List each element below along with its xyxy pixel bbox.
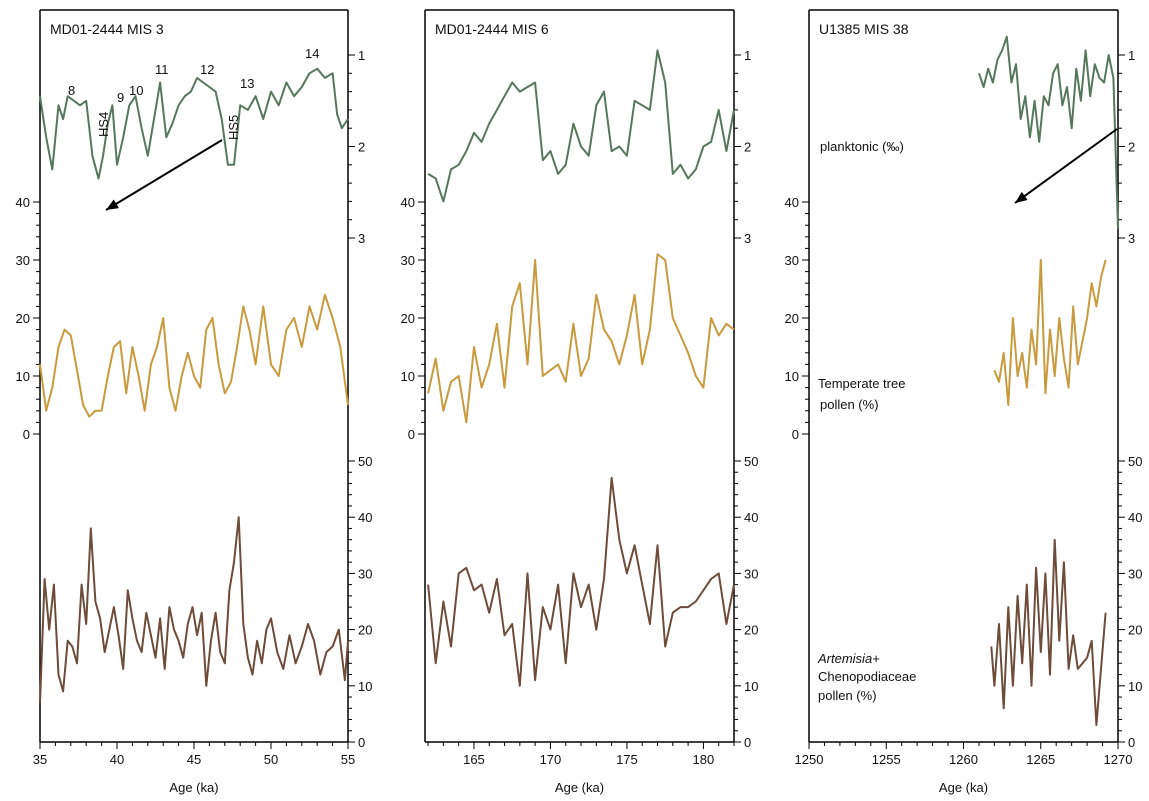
planktonic-series-line	[39, 67, 349, 180]
temperate-y-tick-label: 30	[785, 253, 799, 268]
artemisia-y-tick-label: 30	[744, 566, 758, 581]
artemisia-y-tick-label: 50	[1128, 454, 1142, 469]
artemisia-y-tick-label: 0	[1128, 735, 1135, 750]
artemisia-label-line3: pollen (%)	[818, 688, 877, 703]
temperate-y-tick-label: 20	[16, 311, 30, 326]
planktonic-y-tick-label: 2	[358, 140, 365, 155]
artemisia-y-tick-label: 30	[1128, 566, 1142, 581]
side-labels: planktonic (‰) Temperate tree pollen (%)…	[817, 139, 916, 703]
x-tick-label: 1255	[872, 752, 901, 767]
artemisia-label-line1: Artemisia+	[817, 651, 880, 666]
hs4-label: HS4	[96, 112, 111, 137]
event-number-label: 13	[240, 76, 254, 91]
temperate-label-line2: pollen (%)	[820, 397, 879, 412]
temperate-y-tick-label: 10	[16, 369, 30, 384]
x-tick-label: 170	[540, 752, 562, 767]
arrow-icon	[1014, 128, 1118, 204]
event-number-label: 10	[129, 83, 143, 98]
x-tick-label: 1270	[1104, 752, 1133, 767]
artemisia-y-tick-label: 20	[1128, 623, 1142, 638]
temperate-y-tick-label: 0	[23, 427, 30, 442]
temperate-series-line	[427, 253, 735, 424]
planktonic-y-tick-label: 3	[1128, 231, 1135, 246]
hs5-label: HS5	[226, 115, 241, 140]
temperate-y-tick-label: 40	[16, 195, 30, 210]
temperate-label-line1: Temperate tree	[818, 376, 905, 391]
x-tick-label: 50	[264, 752, 278, 767]
x-axis-label: Age (ka)	[939, 780, 988, 795]
planktonic-series-line	[427, 49, 735, 203]
temperate-y-tick-label: 0	[408, 427, 415, 442]
artemisia-y-tick-label: 40	[744, 510, 758, 525]
planktonic-series-line	[978, 35, 1119, 229]
temperate-y-tick-label: 10	[785, 369, 799, 384]
panel-title: MD01-2444 MIS 6	[435, 21, 549, 37]
planktonic-y-tick-label: 2	[1128, 140, 1135, 155]
artemisia-y-tick-label: 50	[744, 454, 758, 469]
artemisia-y-tick-label: 40	[1128, 510, 1142, 525]
artemisia-y-tick-label: 10	[744, 679, 758, 694]
event-number-label: 9	[117, 90, 124, 105]
artemisia-y-tick-label: 10	[1128, 679, 1142, 694]
artemisia-y-tick-label: 10	[358, 679, 372, 694]
temperate-series-line	[39, 293, 349, 418]
temperate-series-line	[993, 259, 1107, 406]
x-tick-label: 35	[33, 752, 47, 767]
artemisia-y-tick-label: 20	[358, 623, 372, 638]
temperate-y-tick-label: 40	[401, 195, 415, 210]
artemisia-y-tick-label: 0	[744, 735, 751, 750]
artemisia-series-line	[427, 476, 735, 687]
x-axis-label: Age (ka)	[555, 780, 604, 795]
artemisia-series-line	[990, 538, 1107, 727]
x-tick-label: 165	[463, 752, 485, 767]
temperate-y-tick-label: 30	[16, 253, 30, 268]
temperate-y-tick-label: 20	[401, 311, 415, 326]
artemisia-y-tick-label: 50	[358, 454, 372, 469]
x-tick-label: 1260	[949, 752, 978, 767]
planktonic-y-tick-label: 2	[744, 140, 751, 155]
panel-title: MD01-2444 MIS 3	[50, 21, 164, 37]
event-number-label: 14	[305, 46, 319, 61]
artemisia-y-tick-label: 20	[744, 623, 758, 638]
artemisia-y-tick-label: 40	[358, 510, 372, 525]
x-tick-label: 175	[616, 752, 638, 767]
arrow-icon	[105, 139, 223, 211]
event-number-label: 12	[200, 62, 214, 77]
temperate-y-tick-label: 20	[785, 311, 799, 326]
x-tick-label: 180	[693, 752, 715, 767]
artemisia-y-tick-label: 30	[358, 566, 372, 581]
artemisia-label-line2: Chenopodiaceae	[818, 669, 916, 684]
event-number-label: 8	[68, 83, 75, 98]
planktonic-y-tick-label: 3	[744, 231, 751, 246]
temperate-y-tick-label: 0	[792, 427, 799, 442]
planktonic-label: planktonic (‰)	[820, 139, 904, 154]
x-axis-label: Age (ka)	[169, 780, 218, 795]
artemisia-series-line	[39, 516, 349, 703]
artemisia-y-tick-label: 0	[358, 735, 365, 750]
x-tick-label: 40	[110, 752, 124, 767]
x-tick-label: 45	[187, 752, 201, 767]
temperate-y-tick-label: 30	[401, 253, 415, 268]
x-tick-label: 1265	[1026, 752, 1055, 767]
x-tick-label: 55	[341, 752, 355, 767]
event-number-label: 11	[155, 62, 169, 77]
temperate-y-tick-label: 10	[401, 369, 415, 384]
planktonic-y-tick-label: 1	[744, 48, 751, 63]
planktonic-y-tick-label: 3	[358, 231, 365, 246]
planktonic-y-tick-label: 1	[358, 48, 365, 63]
planktonic-y-tick-label: 1	[1128, 48, 1135, 63]
x-tick-label: 1250	[795, 752, 824, 767]
panel-title: U1385 MIS 38	[819, 21, 909, 37]
temperate-y-tick-label: 40	[785, 195, 799, 210]
